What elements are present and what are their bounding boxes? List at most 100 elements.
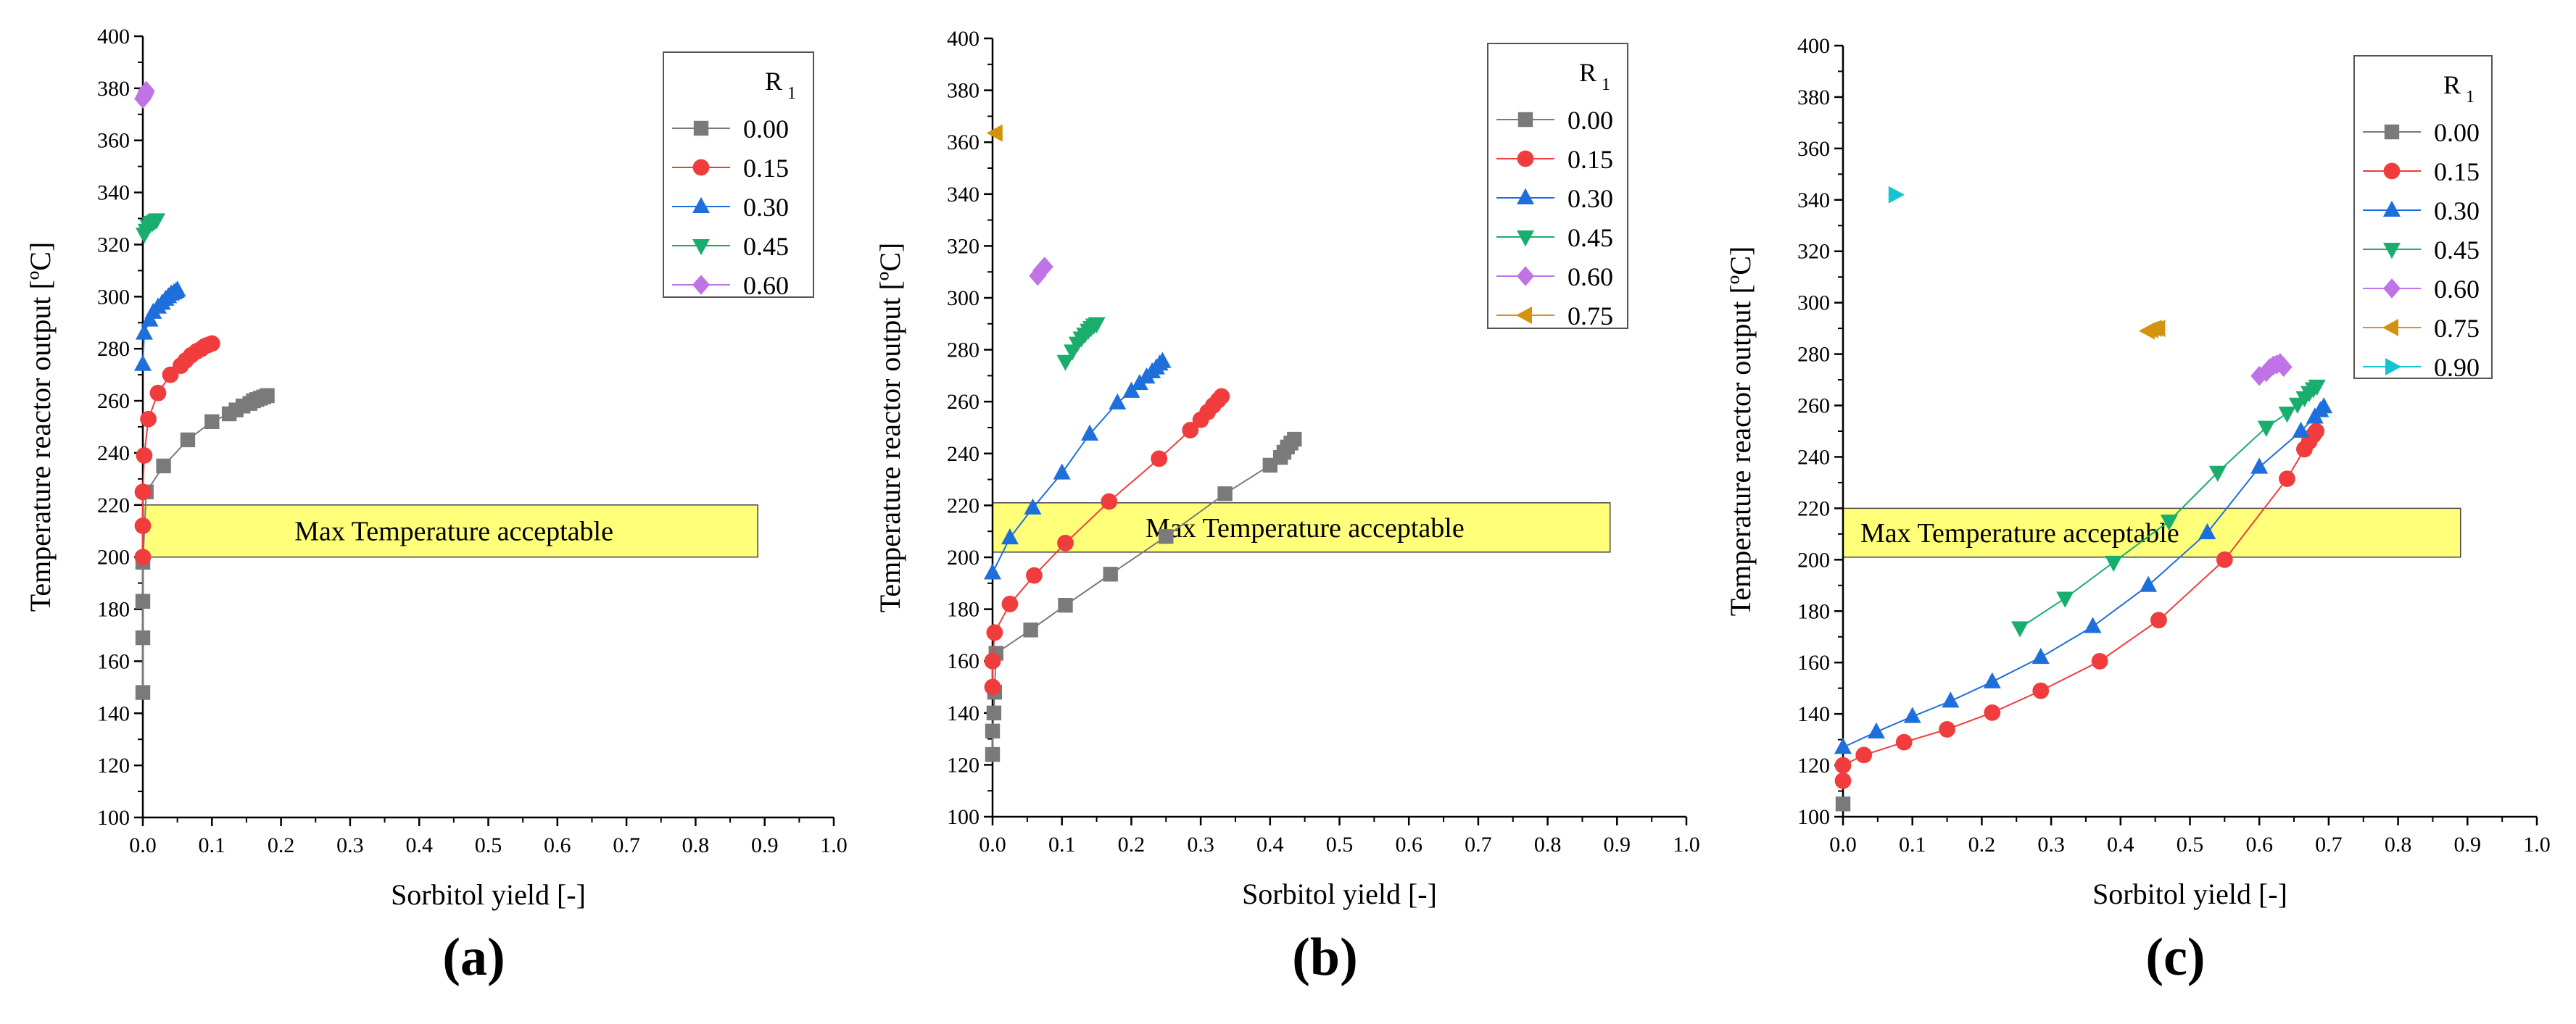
x-tick-label: 0.6 — [544, 833, 571, 857]
data-point — [1888, 186, 1905, 204]
y-tick-label: 140 — [1797, 702, 1830, 726]
data-point — [2032, 647, 2050, 665]
data-point — [1182, 422, 1199, 438]
data-point — [2308, 379, 2326, 396]
series-0.75 — [986, 124, 1003, 142]
data-point — [1001, 596, 1019, 612]
y-tick-label: 400 — [97, 25, 130, 49]
series-0.45 — [2011, 379, 2326, 638]
data-point — [986, 124, 1003, 142]
data-point — [986, 705, 1002, 720]
legend-marker — [693, 120, 709, 136]
y-tick-label: 300 — [1797, 291, 1830, 315]
data-point — [2308, 422, 2325, 440]
y-tick-label: 320 — [947, 234, 980, 258]
legend-label: 0.30 — [1567, 184, 1613, 213]
legend-entry: 0.30 — [1496, 184, 1613, 213]
legend-title-subscript: 1 — [1602, 75, 1610, 94]
data-point — [1834, 757, 1852, 774]
legend-marker — [1517, 188, 1534, 204]
data-point — [2140, 575, 2158, 592]
y-axis-label: Temperature reactor output [ºC] — [1724, 246, 1757, 617]
data-point — [134, 517, 152, 534]
data-point — [1159, 529, 1174, 544]
series-line — [992, 438, 1296, 755]
y-tick-label: 220 — [947, 494, 980, 517]
legend-entry: 0.15 — [1496, 145, 1613, 174]
y-tick-label: 280 — [947, 338, 980, 362]
data-point — [134, 549, 152, 566]
legend-entry: 0.75 — [2363, 314, 2480, 343]
data-point — [1026, 567, 1043, 584]
data-point — [135, 594, 151, 609]
x-tick-label: 0.3 — [336, 833, 364, 857]
legend-marker — [1517, 150, 1534, 167]
legend-entry: 0.60 — [2363, 275, 2480, 304]
data-point — [2150, 612, 2167, 629]
series-0.00 — [135, 388, 275, 700]
y-tick-label: 160 — [1797, 651, 1830, 675]
data-point — [984, 563, 1001, 580]
legend-label: 0.00 — [2434, 118, 2480, 147]
legend-marker — [2383, 278, 2401, 299]
legend-label: 0.45 — [1567, 223, 1613, 252]
legend-title: R — [2443, 70, 2461, 99]
data-point — [135, 630, 151, 646]
legend-entry: 0.00 — [672, 115, 789, 143]
series-0.30 — [1834, 397, 2333, 754]
data-point — [2084, 617, 2102, 633]
legend-title-subscript: 1 — [787, 84, 796, 103]
legend: R 1 0.00 0.15 0.30 0.45 0.60 0.75 — [1487, 43, 1628, 330]
data-point — [148, 213, 166, 230]
legend-label: 0.30 — [2434, 196, 2480, 225]
legend-label: 0.60 — [1567, 262, 1613, 291]
data-point — [1287, 431, 1302, 447]
y-tick-label: 140 — [947, 702, 980, 725]
y-tick-label: 100 — [97, 806, 130, 830]
series-0.00 — [985, 431, 1302, 762]
data-point — [1867, 722, 1885, 738]
x-axis-label: Sorbitol yield [-] — [1242, 878, 1437, 910]
legend-label: 0.45 — [743, 232, 789, 261]
y-tick-label: 100 — [1797, 805, 1830, 829]
x-tick-label: 0.1 — [199, 833, 226, 857]
y-tick-label: 260 — [1797, 394, 1830, 418]
x-tick-label: 0.5 — [2177, 833, 2204, 857]
legend-title-subscript: 1 — [2466, 88, 2474, 107]
data-point — [1903, 707, 1921, 723]
data-point — [2315, 397, 2333, 414]
x-tick-label: 0.4 — [405, 833, 433, 857]
x-tick-label: 0.3 — [1187, 833, 1214, 857]
data-point — [1217, 486, 1233, 501]
x-tick-label: 0.9 — [1604, 833, 1631, 857]
y-axis-label: Temperature reactor output [ºC] — [24, 242, 57, 612]
data-point — [1835, 796, 1851, 812]
y-tick-label: 240 — [97, 441, 130, 465]
series-line — [1842, 430, 2317, 781]
data-point — [1983, 672, 2001, 688]
series-0.30 — [134, 280, 186, 371]
legend-entry: 0.60 — [672, 271, 789, 300]
series-0.00 — [1835, 796, 1851, 812]
x-tick-label: 1.0 — [1673, 833, 1700, 857]
x-tick-label: 0.4 — [1256, 833, 1284, 857]
data-point — [2292, 421, 2310, 438]
legend-marker — [2385, 358, 2402, 375]
legend-label: 0.30 — [743, 193, 789, 222]
y-tick-label: 180 — [947, 598, 980, 622]
data-point — [1942, 691, 1960, 708]
y-tick-label: 320 — [97, 233, 130, 257]
data-point — [1101, 493, 1118, 510]
data-point — [2274, 357, 2293, 378]
legend-marker — [1517, 230, 1534, 247]
max-temperature-band — [142, 504, 758, 558]
legend-marker — [692, 239, 710, 256]
x-axis-label: Sorbitol yield [-] — [2092, 878, 2287, 910]
data-point — [134, 483, 152, 501]
series-0.15 — [984, 388, 1230, 696]
x-tick-label: 0.8 — [682, 833, 710, 857]
data-point — [1023, 623, 1038, 638]
legend-marker — [1517, 112, 1533, 128]
series-0.75 — [2138, 320, 2166, 340]
data-point — [1895, 733, 1913, 751]
